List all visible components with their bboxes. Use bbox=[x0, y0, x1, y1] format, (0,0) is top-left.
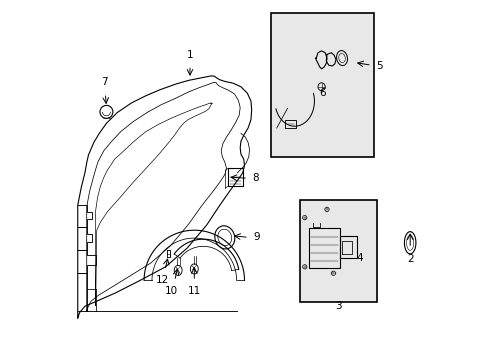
Bar bbox=[228, 168, 242, 186]
Text: 11: 11 bbox=[187, 286, 201, 296]
Bar bbox=[271, 13, 373, 157]
Text: 9: 9 bbox=[253, 232, 259, 242]
Text: 12: 12 bbox=[156, 275, 169, 285]
Text: 4: 4 bbox=[355, 253, 362, 263]
Text: 2: 2 bbox=[406, 253, 413, 264]
Bar bbox=[285, 120, 296, 128]
Text: 1: 1 bbox=[186, 50, 193, 60]
Text: 3: 3 bbox=[334, 301, 341, 311]
Text: 6: 6 bbox=[319, 88, 325, 98]
Text: 10: 10 bbox=[165, 286, 178, 296]
Text: 8: 8 bbox=[252, 173, 259, 183]
Bar bbox=[308, 228, 339, 268]
Text: 5: 5 bbox=[376, 61, 382, 71]
Text: 7: 7 bbox=[101, 77, 107, 87]
Bar bbox=[300, 200, 376, 302]
